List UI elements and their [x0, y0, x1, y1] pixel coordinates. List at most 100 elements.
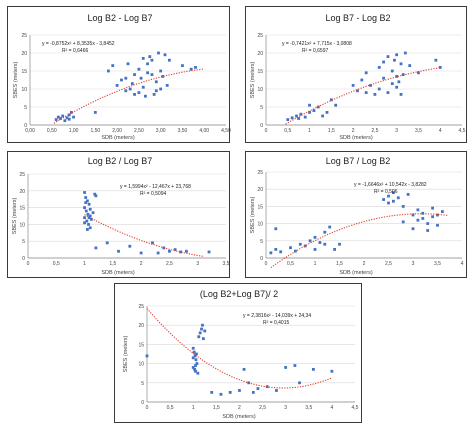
x-tick-label: 0,5 — [284, 128, 291, 134]
x-tick-label: 0,5 — [167, 405, 174, 411]
data-point — [84, 209, 88, 213]
data-point — [406, 192, 410, 196]
chart-panel-3: Log B2 / Log B7 0 5 10 15 20 25 0 0,5 1 1,5 2 2,5 3 3,… — [7, 151, 230, 278]
x-tick-label: 0 — [265, 128, 268, 134]
data-point — [194, 358, 198, 362]
data-point — [133, 73, 136, 76]
y-tick-label: 10 — [19, 222, 25, 228]
x-tick-label: 2,00 — [112, 128, 122, 134]
data-point — [173, 248, 177, 251]
y-tick-label: 10 — [138, 362, 144, 368]
data-point — [146, 62, 149, 66]
data-point — [61, 114, 65, 118]
x-tick-label: 0,00 — [25, 128, 35, 134]
x-axis-label: SDB (meters) — [101, 270, 134, 276]
data-point — [191, 366, 195, 369]
x-tick-label: 4,00 — [199, 128, 209, 134]
trend-equation: y = -1,6646x² + 10,542x - 3,8282 — [354, 182, 427, 188]
trend-line — [270, 213, 448, 269]
data-point — [83, 191, 86, 194]
data-point — [360, 78, 364, 82]
y-axis-label: SBES (meters) — [250, 197, 256, 234]
data-point — [197, 335, 201, 339]
data-point — [299, 112, 303, 116]
data-point — [84, 196, 88, 199]
data-point — [436, 223, 439, 227]
data-point — [364, 91, 368, 94]
chart-title: Log B7 / Log B2 — [326, 156, 391, 166]
trend-line — [146, 308, 333, 389]
data-point — [364, 71, 368, 75]
data-point — [107, 69, 110, 73]
x-tick-label: 0 — [265, 261, 268, 267]
y-tick-label: 25 — [138, 304, 144, 310]
data-point — [312, 109, 316, 112]
y-tick-label: 25 — [19, 172, 25, 178]
trend-line — [53, 68, 205, 124]
data-point — [130, 82, 134, 85]
data-point — [436, 213, 439, 217]
chart-panel-1: Log B2 - Log B7 0 5 10 15 20 25 0,00 0,50 1,00 1,5… — [7, 6, 231, 143]
data-point — [137, 67, 141, 71]
y-tick-label: 5 — [260, 105, 263, 111]
x-tick-label: 0 — [146, 405, 149, 411]
trend-line — [285, 67, 441, 125]
x-tick-label: 2,5 — [371, 128, 378, 134]
r-squared: R² = 0,5094 — [140, 191, 166, 197]
data-point — [83, 216, 86, 220]
data-point — [369, 84, 372, 87]
data-point — [441, 210, 444, 213]
data-point — [431, 215, 434, 219]
data-point — [87, 202, 91, 206]
y-tick-label: 0 — [22, 256, 25, 262]
data-point — [146, 71, 149, 75]
x-tick-label: 2,50 — [134, 128, 144, 134]
x-tick-label: 4 — [330, 405, 333, 411]
data-point — [67, 117, 71, 121]
data-point — [117, 249, 120, 253]
data-point — [308, 239, 312, 243]
data-point — [269, 251, 273, 255]
data-point — [431, 206, 434, 210]
chart-panel-5: (Log B2+Log B7)/ 2 0 5 10 15 20 25 0 0,5 1 1,5 2 2,5… — [114, 283, 362, 423]
x-axis-label: SDB (meters) — [339, 135, 372, 141]
chart-svg-3: Log B2 / Log B7 0 5 10 15 20 25 0 0,5 1 1,5 2 2,5 3 3,… — [12, 156, 230, 276]
data-point — [157, 51, 160, 55]
x-tick-label: 1 — [314, 261, 317, 267]
data-point — [284, 366, 288, 369]
data-point — [207, 250, 211, 254]
x-tick-label: 3,50 — [178, 128, 188, 134]
data-point — [56, 115, 60, 119]
data-point — [154, 80, 158, 84]
trend-equation: y = -0,8752x² + 8,3535x - 3,8452 — [42, 41, 115, 47]
data-point — [238, 389, 241, 392]
data-point — [193, 367, 197, 371]
x-tick-label: 0,50 — [47, 128, 57, 134]
data-point — [318, 241, 322, 244]
data-point — [219, 392, 223, 396]
y-tick-label: 0 — [260, 256, 263, 262]
data-point — [86, 212, 90, 216]
y-tick-label: 0 — [141, 400, 144, 406]
data-point — [396, 196, 400, 200]
data-point — [390, 82, 394, 85]
y-axis-label: SBES (meters) — [250, 62, 256, 99]
data-point — [395, 75, 399, 78]
data-point — [93, 111, 97, 114]
data-point — [185, 249, 188, 253]
y-axis-label: SBES (meters) — [13, 62, 19, 99]
data-point — [228, 391, 232, 394]
y-axis-label: SBES (meters) — [12, 198, 18, 235]
x-tick-label: 4 — [439, 128, 442, 134]
y-tick-label: 15 — [19, 206, 25, 212]
data-point — [210, 391, 214, 394]
x-tick-label: 3 — [196, 261, 199, 267]
data-point — [373, 93, 377, 96]
data-point — [323, 242, 327, 246]
data-point — [148, 55, 152, 58]
x-tick-label: 1 — [192, 405, 195, 411]
x-tick-label: 1,50 — [90, 128, 100, 134]
data-point — [152, 93, 156, 96]
x-tick-label: 1,5 — [336, 261, 343, 267]
data-point — [159, 69, 163, 73]
